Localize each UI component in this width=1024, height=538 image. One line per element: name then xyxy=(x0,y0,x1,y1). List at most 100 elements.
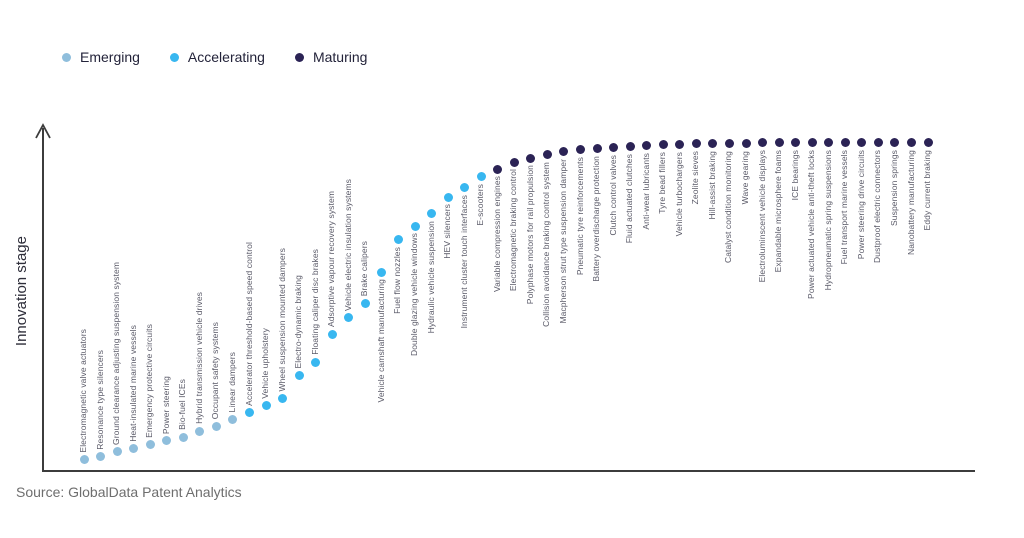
legend-item-accelerating: Accelerating xyxy=(169,49,265,65)
data-point-dot xyxy=(642,141,652,151)
data-point-label: Hydraulic vehicle suspension xyxy=(425,220,436,334)
data-point-label: E-scooters xyxy=(475,183,486,226)
data-point-label: Collision avoidance braking control syst… xyxy=(541,161,552,327)
x-axis-line xyxy=(42,470,975,472)
emerging-dot-icon xyxy=(62,52,71,62)
data-point-dot xyxy=(129,444,139,454)
y-axis-arrow-icon xyxy=(35,123,51,139)
data-point-label: Vehicle electric insulation systems xyxy=(342,178,353,311)
data-point-dot xyxy=(360,298,370,308)
data-point-dot xyxy=(741,139,751,149)
legend-label-maturing: Maturing xyxy=(312,49,368,65)
data-point-label: Macpherson strut type suspension damper xyxy=(557,158,568,324)
data-point-label: Polyphase motors for rail propulsion xyxy=(524,165,535,305)
data-point-label: HEV silencers xyxy=(442,204,453,259)
data-point-dot xyxy=(112,447,122,457)
data-point-label: Power steering drive circuits xyxy=(855,149,866,260)
data-point-label: Expandable microsphere foams xyxy=(773,149,784,273)
data-point-label: Fuel transport marine vessels xyxy=(839,149,850,265)
data-point-dot xyxy=(443,192,453,202)
data-point-dot xyxy=(923,138,933,148)
data-point-label: Battery overdischarge protection xyxy=(591,155,602,282)
data-point-dot xyxy=(658,140,668,150)
data-point-dot xyxy=(559,147,569,157)
data-point-dot xyxy=(294,371,304,381)
data-point-dot xyxy=(228,415,238,425)
data-point-dot xyxy=(807,138,817,148)
data-point-dot xyxy=(410,221,420,231)
data-point-dot xyxy=(162,436,172,446)
data-point-dot xyxy=(344,313,354,323)
data-point-dot xyxy=(691,139,701,149)
data-point-dot xyxy=(245,408,254,418)
data-point-dot xyxy=(460,183,470,193)
accelerating-dot-icon xyxy=(169,52,179,62)
data-point-label: Suspension springs xyxy=(888,149,899,226)
data-point-label: Catalyst condition monitoring xyxy=(723,150,734,263)
data-point-dot xyxy=(278,393,288,403)
data-point-dot xyxy=(576,145,585,155)
y-axis-title: Innovation stage xyxy=(13,236,30,347)
data-point-label: Hybrid transmission vehicle drives xyxy=(193,292,204,425)
source-caption: Source: GlobalData Patent Analytics xyxy=(16,484,242,500)
data-point-dot xyxy=(625,142,635,152)
data-point-label: Vehicle camshaft manufacturing xyxy=(375,279,386,403)
data-point-label: Nanobattery manufacturing xyxy=(905,149,916,255)
legend-item-emerging: Emerging xyxy=(62,49,140,65)
data-point-label: Vehicle upholstery xyxy=(260,328,271,399)
data-point-dot xyxy=(774,138,784,148)
data-point-dot xyxy=(840,138,850,148)
data-point-dot xyxy=(873,138,883,148)
data-point-label: Power actuated vehicle anti-theft locks xyxy=(806,149,817,299)
data-point-label: Brake calipers xyxy=(359,240,370,297)
data-point-dot xyxy=(427,209,437,219)
data-point-label: Fuel flow nozzles xyxy=(392,246,403,314)
data-point-label: Power steering xyxy=(160,375,171,434)
data-point-dot xyxy=(542,150,552,160)
data-point-label: Dustproof electric connectors xyxy=(872,149,883,263)
data-point-label: Fluid actuated clutches xyxy=(624,153,635,244)
data-point-dot xyxy=(724,139,734,149)
data-point-label: Anti-wear lubricants xyxy=(640,152,651,230)
data-point-dot xyxy=(211,421,221,431)
y-axis-line xyxy=(42,128,44,470)
data-point-dot xyxy=(493,164,503,174)
legend-label-emerging: Emerging xyxy=(80,49,140,65)
data-point-label: Variable compression engines xyxy=(491,176,502,293)
data-point-label: Zeolite sieves xyxy=(690,150,701,205)
data-point-dot xyxy=(509,157,519,167)
data-point-label: Floating caliper disc brakes xyxy=(309,249,320,356)
data-point-dot xyxy=(526,153,536,163)
data-point-label: Electro-dynamic braking xyxy=(293,275,304,369)
data-point-dot xyxy=(79,454,89,464)
data-point-dot xyxy=(261,401,271,411)
data-point-label: Electromagnetic braking control xyxy=(508,169,519,292)
data-point-dot xyxy=(675,140,685,150)
legend-label-accelerating: Accelerating xyxy=(187,49,265,65)
data-point-label: Occupant safety systems xyxy=(210,321,221,420)
data-point-dot xyxy=(791,138,801,148)
data-point-dot xyxy=(708,139,718,149)
data-point-label: Bio-fuel ICEs xyxy=(177,379,188,430)
data-point-label: Wave gearing xyxy=(740,150,750,205)
data-point-label: Pneumatic tyre reinforcements xyxy=(574,156,585,276)
data-point-label: Emergency protective circuits xyxy=(144,324,155,438)
data-point-dot xyxy=(178,432,188,442)
data-point-dot xyxy=(857,138,867,148)
data-point-label: Clutch control valves xyxy=(607,154,618,236)
data-point-label: Tyre bead fillers xyxy=(657,151,668,214)
legend-item-maturing: Maturing xyxy=(294,49,368,65)
data-point-label: Vehicle turbochargers xyxy=(673,151,684,237)
data-point-dot xyxy=(311,357,321,367)
data-point-label: Double glazing vehicle windows xyxy=(409,233,419,357)
data-point-label: ICE bearings xyxy=(789,149,800,201)
data-point-dot xyxy=(145,440,155,450)
data-point-dot xyxy=(96,452,106,462)
data-point-label: Heat-insulated marine vessels xyxy=(127,325,138,442)
data-point-dot xyxy=(890,138,900,148)
data-point-label: Hill-assist braking xyxy=(706,150,717,220)
data-point-dot xyxy=(393,235,403,245)
data-point-dot xyxy=(758,138,768,148)
maturing-dot-icon xyxy=(294,52,304,62)
